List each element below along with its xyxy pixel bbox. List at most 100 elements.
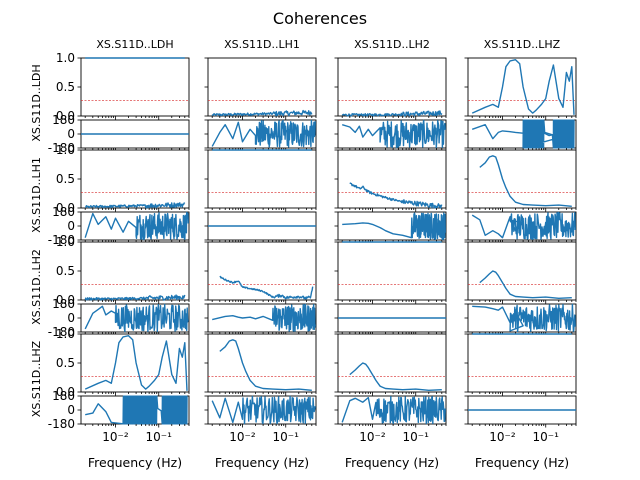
coherence-line — [85, 202, 186, 209]
coherence-axes — [207, 57, 317, 117]
phase-tick-label: -180 — [48, 325, 75, 339]
phase-line — [472, 303, 576, 333]
coherence-line — [479, 270, 572, 299]
coherence-axes — [467, 333, 577, 393]
coherence-tick-label: 0.5 — [56, 356, 75, 370]
phase-line — [471, 211, 576, 240]
subplot-grid: 0.00.51.0-18001800.00.51.0-18001800.00.5… — [48, 51, 577, 431]
x-axis-labels: 10⁻² 10⁻¹ Frequency (Hz) 10⁻² 10⁻¹ Frequency … — [88, 430, 569, 470]
x-axis-label-1: Frequency (Hz) — [88, 455, 182, 470]
phase-tick-label: -180 — [48, 417, 75, 431]
x-tick-label: 10⁻¹ — [403, 430, 430, 444]
x-tick-label: 10⁻¹ — [533, 430, 560, 444]
coherence-axes — [337, 57, 447, 117]
phase-tick-label: 180 — [52, 113, 75, 127]
coherence-tick-label: 0.5 — [56, 264, 75, 278]
column-title-1: XS.S11D..LDH — [96, 38, 173, 51]
x-tick-label: 10⁻² — [489, 430, 516, 444]
coherence-tick-label: 1.0 — [56, 143, 75, 157]
x-tick-label: 10⁻² — [359, 430, 386, 444]
phase-line — [212, 303, 316, 332]
coherence-axes — [337, 241, 447, 301]
row-labels: XS.S11D..LDH XS.S11D..LH1 XS.S11D..LH2 XS.S… — [30, 64, 43, 417]
x-tick-label: 10⁻² — [102, 430, 129, 444]
phase-line — [471, 119, 575, 149]
coherence-line — [211, 109, 313, 117]
coherence-line — [479, 155, 572, 207]
phase-tick-label: 180 — [52, 205, 75, 219]
phase-line — [85, 395, 188, 425]
phase-tick-label: 0 — [67, 127, 75, 141]
coherence-line — [84, 294, 186, 301]
subplot-r1-c3 — [334, 57, 447, 152]
column-titles: XS.S11D..LDH XS.S11D..LH1 XS.S11D..LH2 XS.S… — [96, 38, 560, 51]
phase-tick-label: 180 — [52, 389, 75, 403]
phase-line — [84, 303, 189, 333]
coherence-line — [84, 335, 188, 391]
x-axis-label-3: Frequency (Hz) — [345, 455, 439, 470]
coherence-axes — [80, 241, 190, 301]
figure-title: Coherences — [273, 9, 367, 28]
coherence-tick-label: 0.0 — [56, 293, 75, 307]
x-axis-label-4: Frequency (Hz) — [475, 455, 569, 470]
x-tick-label: 10⁻¹ — [146, 430, 173, 444]
phase-line — [211, 395, 316, 425]
subplot-r4-c4 — [464, 333, 577, 428]
coherence-tick-label: 0.0 — [56, 385, 75, 399]
phase-line — [341, 396, 446, 425]
phase-line — [342, 212, 446, 241]
subplot-r1-c4 — [464, 57, 577, 152]
subplot-r4-c3 — [334, 333, 447, 428]
subplot-r1-c2 — [204, 57, 317, 152]
phase-tick-label: -180 — [48, 233, 75, 247]
coherence-line — [349, 362, 442, 391]
coherence-axes — [337, 333, 447, 393]
row-label-1: XS.S11D..LDH — [30, 64, 43, 141]
coherence-line — [471, 59, 575, 115]
phase-tick-label: 0 — [67, 403, 75, 417]
column-title-4: XS.S11D..LHZ — [484, 38, 561, 51]
phase-tick-label: 180 — [52, 297, 75, 311]
phase-line — [341, 119, 446, 149]
coherence-axes — [337, 149, 447, 209]
x-tick-label: 10⁻² — [229, 430, 256, 444]
phase-tick-label: -180 — [48, 141, 75, 155]
coherence-axes — [80, 149, 190, 209]
subplot-r2-c3 — [334, 149, 447, 244]
coherence-tick-label: 0.0 — [56, 201, 75, 215]
coherence-tick-label: 0.5 — [56, 172, 75, 186]
row-label-4: XS.S11D..LHZ — [30, 340, 43, 417]
coherence-axes — [467, 241, 577, 301]
column-title-2: XS.S11D..LH1 — [224, 38, 300, 51]
coherence-tick-label: 0.5 — [56, 80, 75, 94]
phase-tick-label: 0 — [67, 219, 75, 233]
subplot-r2-c4 — [464, 149, 577, 244]
coherence-line — [219, 275, 314, 300]
subplot-r3-c3 — [334, 241, 447, 336]
x-axis-label-2: Frequency (Hz) — [215, 455, 309, 470]
coherence-tick-label: 1.0 — [56, 327, 75, 341]
coherence-line — [219, 339, 312, 391]
coherence-axes — [467, 149, 577, 209]
x-tick-label: 10⁻¹ — [273, 430, 300, 444]
coherence-line — [341, 110, 443, 117]
phase-tick-label: 0 — [67, 311, 75, 325]
coherence-axes — [207, 149, 317, 209]
phase-line — [211, 119, 316, 148]
coherence-line — [349, 182, 443, 209]
coherence-tick-label: 0.0 — [56, 109, 75, 123]
subplot-r4-c2 — [204, 333, 317, 428]
coherence-tick-label: 1.0 — [56, 51, 75, 65]
phase-line — [84, 211, 189, 241]
row-label-3: XS.S11D..LH2 — [30, 249, 43, 325]
subplot-r2-c2 — [204, 149, 317, 244]
subplot-r3-c2 — [204, 241, 317, 336]
coherence-axes — [80, 57, 190, 117]
subplot-r3-c4 — [464, 241, 577, 336]
row-label-2: XS.S11D..LH1 — [30, 157, 43, 233]
